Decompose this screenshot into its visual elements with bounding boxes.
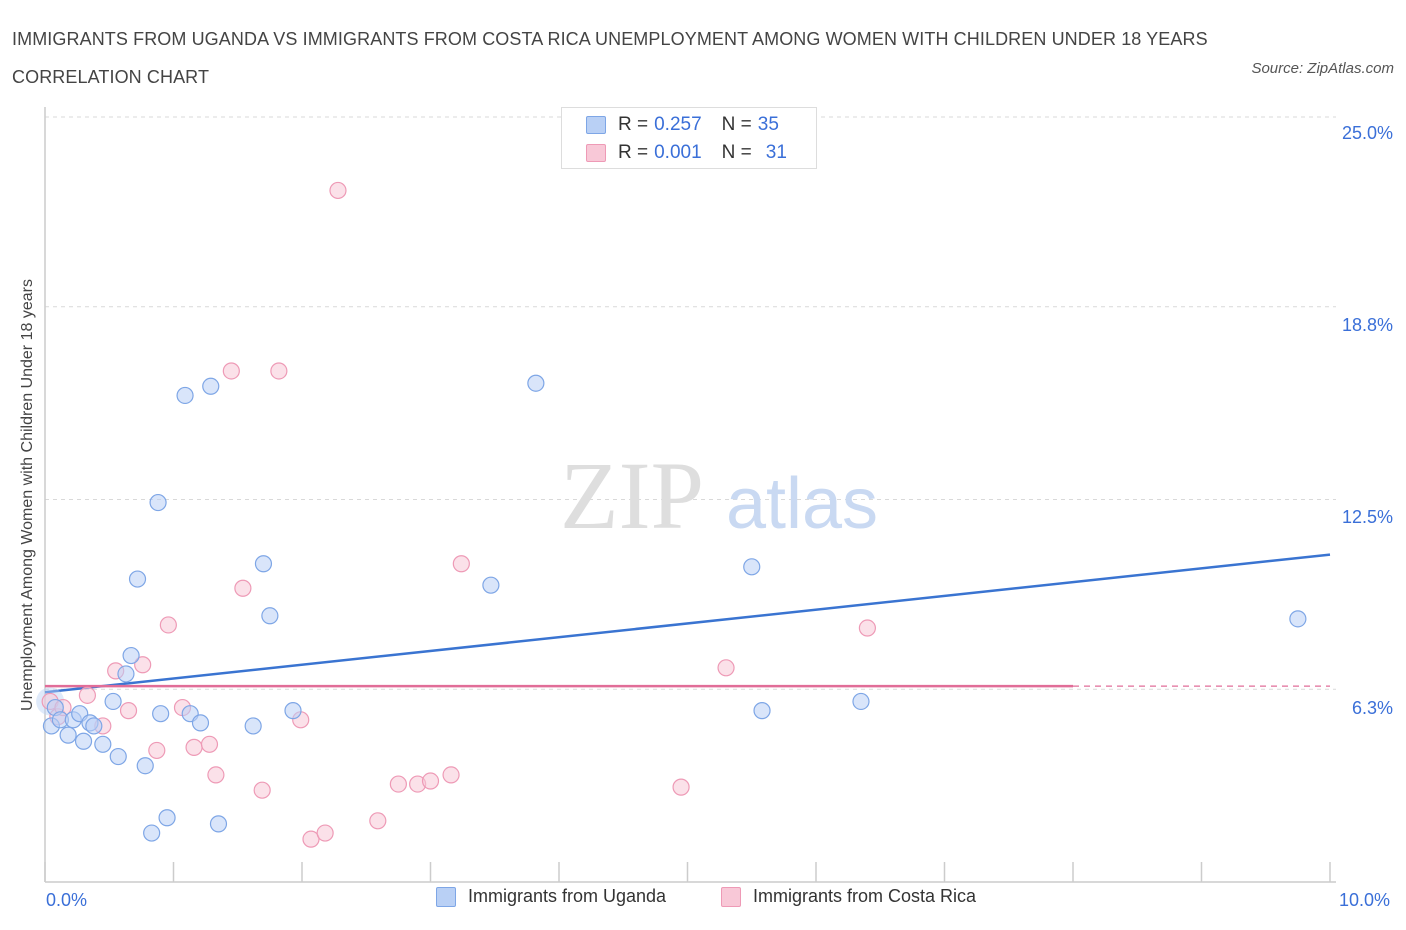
- costarica-swatch: [586, 144, 606, 162]
- data-point-uganda: [191, 714, 210, 732]
- n-value: 35: [757, 114, 779, 135]
- legend-swatch-uganda: [436, 886, 456, 907]
- data-point-uganda: [143, 824, 161, 842]
- data-point-uganda: [753, 702, 771, 720]
- data-point-uganda: [284, 702, 302, 720]
- data-point-costarica: [119, 702, 138, 720]
- data-point-costarica: [253, 781, 271, 799]
- watermark: ZIP atlas: [560, 442, 878, 549]
- data-point-costarica: [329, 181, 347, 200]
- r-label: R =: [618, 114, 649, 135]
- data-point-uganda: [527, 374, 545, 392]
- watermark-zip: ZIP: [560, 442, 704, 549]
- data-point-costarica: [78, 686, 97, 704]
- data-point-uganda: [74, 732, 93, 750]
- y-tick-label: 12.5%: [1341, 507, 1393, 527]
- data-point-uganda: [85, 717, 103, 735]
- data-point-uganda: [59, 726, 77, 744]
- stats-row-uganda: R = 0.257 N = 35: [586, 112, 779, 138]
- data-point-costarica: [222, 362, 240, 380]
- legend: Immigrants from Uganda Immigrants from C…: [0, 886, 1406, 918]
- data-point-costarica: [148, 741, 166, 760]
- trend-line-uganda: [44, 553, 1331, 694]
- data-point-uganda: [202, 377, 220, 395]
- source-label: Source: ZipAtlas.com: [1251, 60, 1394, 77]
- trend-lines: [44, 553, 1331, 694]
- uganda-swatch: [586, 116, 606, 134]
- data-point-costarica: [858, 619, 877, 637]
- data-point-costarica: [185, 738, 203, 756]
- chart-title: IMMIGRANTS FROM UGANDA VS IMMIGRANTS FRO…: [12, 29, 1208, 87]
- data-point-costarica: [234, 579, 252, 597]
- data-point-costarica: [200, 735, 219, 753]
- data-point-uganda: [244, 717, 262, 735]
- data-point-costarica: [452, 555, 470, 573]
- r-value: 0.257: [654, 114, 702, 135]
- legend-label: Immigrants from Costa Rica: [753, 886, 977, 906]
- data-point-costarica: [672, 778, 690, 796]
- data-point-uganda: [104, 692, 122, 711]
- data-point-costarica: [316, 824, 334, 842]
- grid-lines: [45, 116, 1336, 690]
- data-point-costarica: [717, 659, 735, 677]
- data-point-uganda: [254, 555, 273, 573]
- data-point-costarica: [369, 812, 387, 830]
- data-point-uganda: [122, 646, 140, 665]
- watermark-atlas: atlas: [726, 464, 878, 544]
- data-point-uganda: [158, 809, 176, 827]
- r-label: R =: [618, 142, 649, 163]
- n-value: 31: [765, 142, 787, 163]
- data-point-costarica: [389, 775, 407, 793]
- data-point-uganda: [152, 705, 170, 723]
- stats-box: R = 0.257 N = 35 R = 0.001 N = 31: [561, 107, 817, 169]
- legend-swatch-costarica: [721, 886, 741, 907]
- legend-label: Immigrants from Uganda: [468, 886, 667, 906]
- data-point-costarica: [207, 766, 225, 784]
- x-tick-label-max: 10.0%: [1339, 890, 1391, 910]
- y-tick-label: 18.8%: [1341, 315, 1393, 335]
- data-point-costarica: [134, 656, 152, 674]
- data-point-uganda: [109, 747, 127, 766]
- data-point-costarica: [159, 616, 177, 634]
- data-point-uganda: [482, 576, 500, 594]
- stats-row-costarica: R = 0.001 N = 31: [586, 140, 787, 166]
- data-point-uganda: [261, 607, 279, 625]
- data-point-uganda: [136, 757, 154, 775]
- data-point-uganda: [209, 815, 228, 833]
- data-point-uganda: [1289, 610, 1307, 628]
- data-point-costarica: [302, 830, 320, 848]
- x-tick-label-min: 0.0%: [46, 890, 88, 910]
- data-point-costarica: [421, 772, 440, 790]
- data-point-costarica: [442, 766, 460, 784]
- data-point-uganda: [128, 570, 147, 588]
- data-point-uganda: [94, 735, 112, 753]
- n-label: N =: [721, 114, 752, 135]
- y-tick-label: 6.3%: [1351, 698, 1393, 718]
- data-point-uganda: [852, 692, 870, 711]
- n-label: N =: [721, 142, 752, 163]
- data-points: [36, 181, 1307, 848]
- data-point-uganda: [743, 558, 761, 576]
- legend-item-costarica[interactable]: Immigrants from Costa Rica: [721, 886, 976, 907]
- data-point-uganda: [176, 386, 194, 405]
- r-value: 0.001: [654, 142, 702, 163]
- legend-item-uganda[interactable]: Immigrants from Uganda: [436, 886, 666, 907]
- data-point-costarica: [270, 362, 288, 380]
- axes: [44, 107, 1336, 883]
- y-tick-label: 25.0%: [1341, 123, 1393, 143]
- data-point-uganda: [149, 493, 167, 512]
- data-point-uganda: [117, 665, 135, 683]
